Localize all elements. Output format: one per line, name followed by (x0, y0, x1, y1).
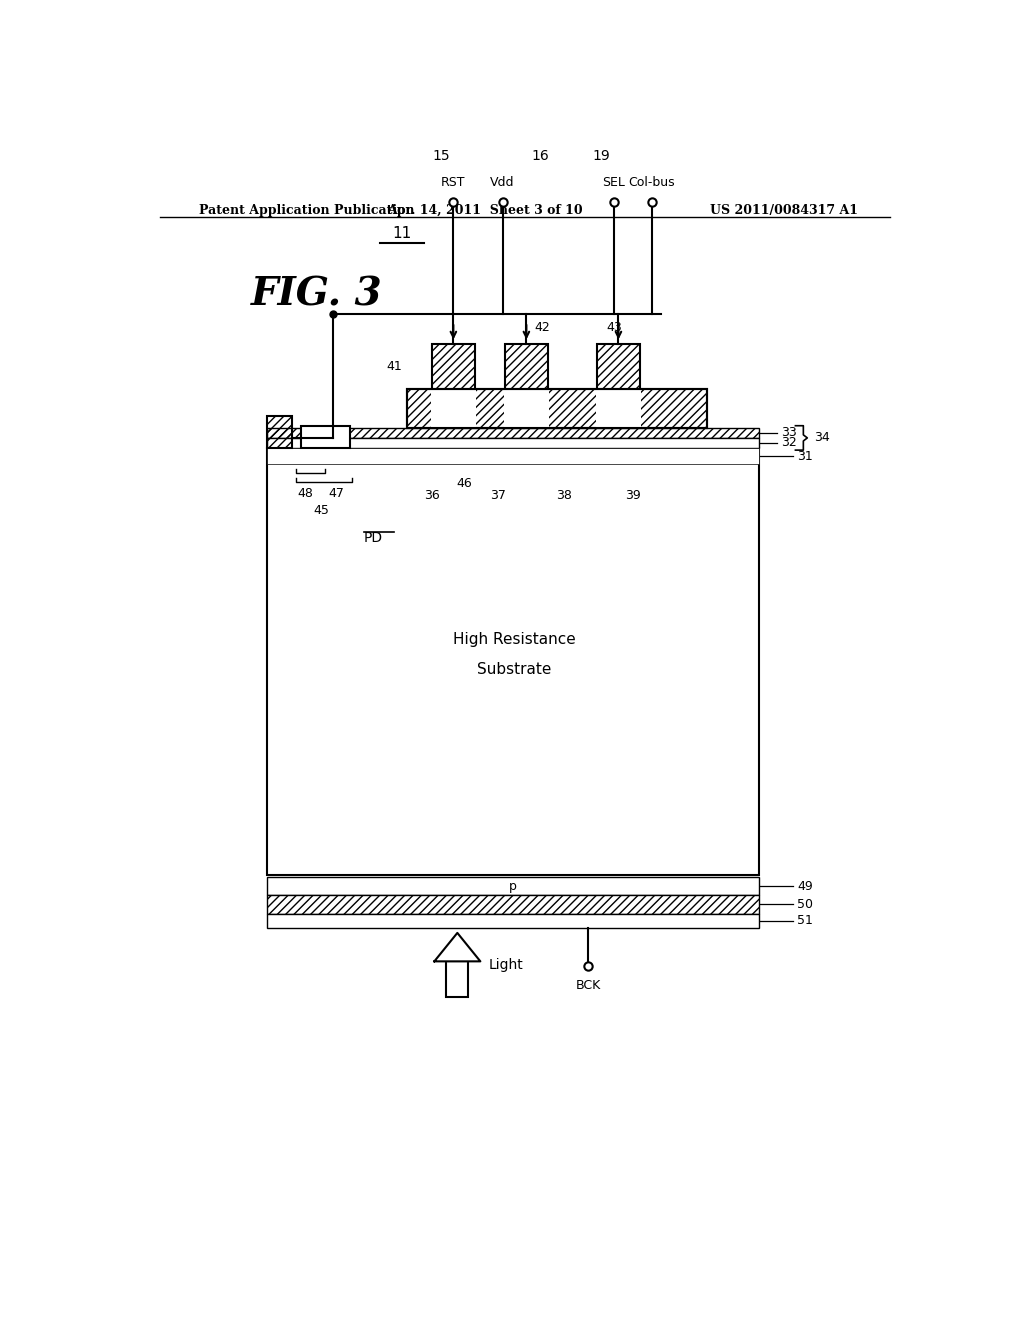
Bar (301, 426, 350, 447)
Bar (267, 913, 759, 928)
Bar (267, 428, 759, 438)
Text: SEL: SEL (602, 176, 625, 189)
Text: 31: 31 (797, 450, 813, 463)
Text: p: p (278, 451, 285, 461)
Text: PD: PD (364, 532, 383, 545)
Text: BCK: BCK (575, 978, 601, 991)
Bar (504, 388, 549, 429)
Text: High Resistance: High Resistance (453, 632, 575, 647)
Bar (505, 345, 548, 389)
Bar (432, 345, 475, 389)
Text: 43: 43 (606, 321, 623, 334)
Text: 15: 15 (433, 149, 451, 164)
Text: n: n (301, 451, 308, 461)
Text: 47: 47 (328, 487, 344, 500)
Text: 33: 33 (781, 426, 797, 440)
Bar (446, 961, 468, 997)
Bar (596, 388, 641, 429)
Bar (408, 389, 708, 428)
Text: 16: 16 (531, 149, 549, 164)
Bar (432, 345, 475, 389)
Text: 11: 11 (392, 226, 412, 240)
Text: RST: RST (441, 176, 466, 189)
Text: Patent Application Publication: Patent Application Publication (200, 205, 415, 216)
Text: n+: n+ (317, 432, 334, 442)
Text: 41: 41 (386, 360, 401, 374)
Bar (267, 895, 759, 913)
Bar (431, 388, 475, 429)
Text: 32: 32 (781, 437, 797, 450)
Text: Light: Light (488, 958, 523, 972)
Text: p: p (585, 451, 592, 461)
Bar (597, 345, 640, 389)
Bar (267, 895, 759, 913)
Text: Vdd: Vdd (490, 176, 515, 189)
Text: Apr. 14, 2011  Sheet 3 of 10: Apr. 14, 2011 Sheet 3 of 10 (387, 205, 583, 216)
Text: 45: 45 (313, 504, 330, 517)
Text: 42: 42 (535, 321, 550, 334)
Bar (267, 438, 759, 447)
Text: 46: 46 (457, 477, 472, 490)
Text: 51: 51 (797, 915, 813, 927)
Bar (408, 389, 708, 428)
Bar (505, 345, 548, 389)
Text: 37: 37 (489, 488, 506, 502)
Text: 49: 49 (797, 879, 813, 892)
Text: 38: 38 (556, 488, 572, 502)
Bar (267, 416, 292, 447)
Text: 34: 34 (814, 432, 829, 445)
Text: 50: 50 (797, 898, 813, 911)
Bar (267, 428, 759, 438)
Text: Substrate: Substrate (477, 663, 552, 677)
Text: US 2011/0084317 A1: US 2011/0084317 A1 (710, 205, 858, 216)
Text: 36: 36 (424, 488, 440, 502)
Bar (597, 345, 640, 389)
Text: p: p (509, 879, 517, 892)
Bar (408, 389, 708, 428)
Bar (267, 447, 759, 875)
Text: Col-bus: Col-bus (629, 176, 675, 189)
Text: 19: 19 (593, 149, 610, 164)
Text: n: n (385, 451, 392, 461)
Bar (267, 447, 759, 465)
Text: 39: 39 (625, 488, 641, 502)
Polygon shape (434, 933, 480, 961)
Text: 48: 48 (298, 487, 313, 500)
Bar (267, 876, 759, 895)
Text: FIG. 3: FIG. 3 (251, 276, 383, 313)
